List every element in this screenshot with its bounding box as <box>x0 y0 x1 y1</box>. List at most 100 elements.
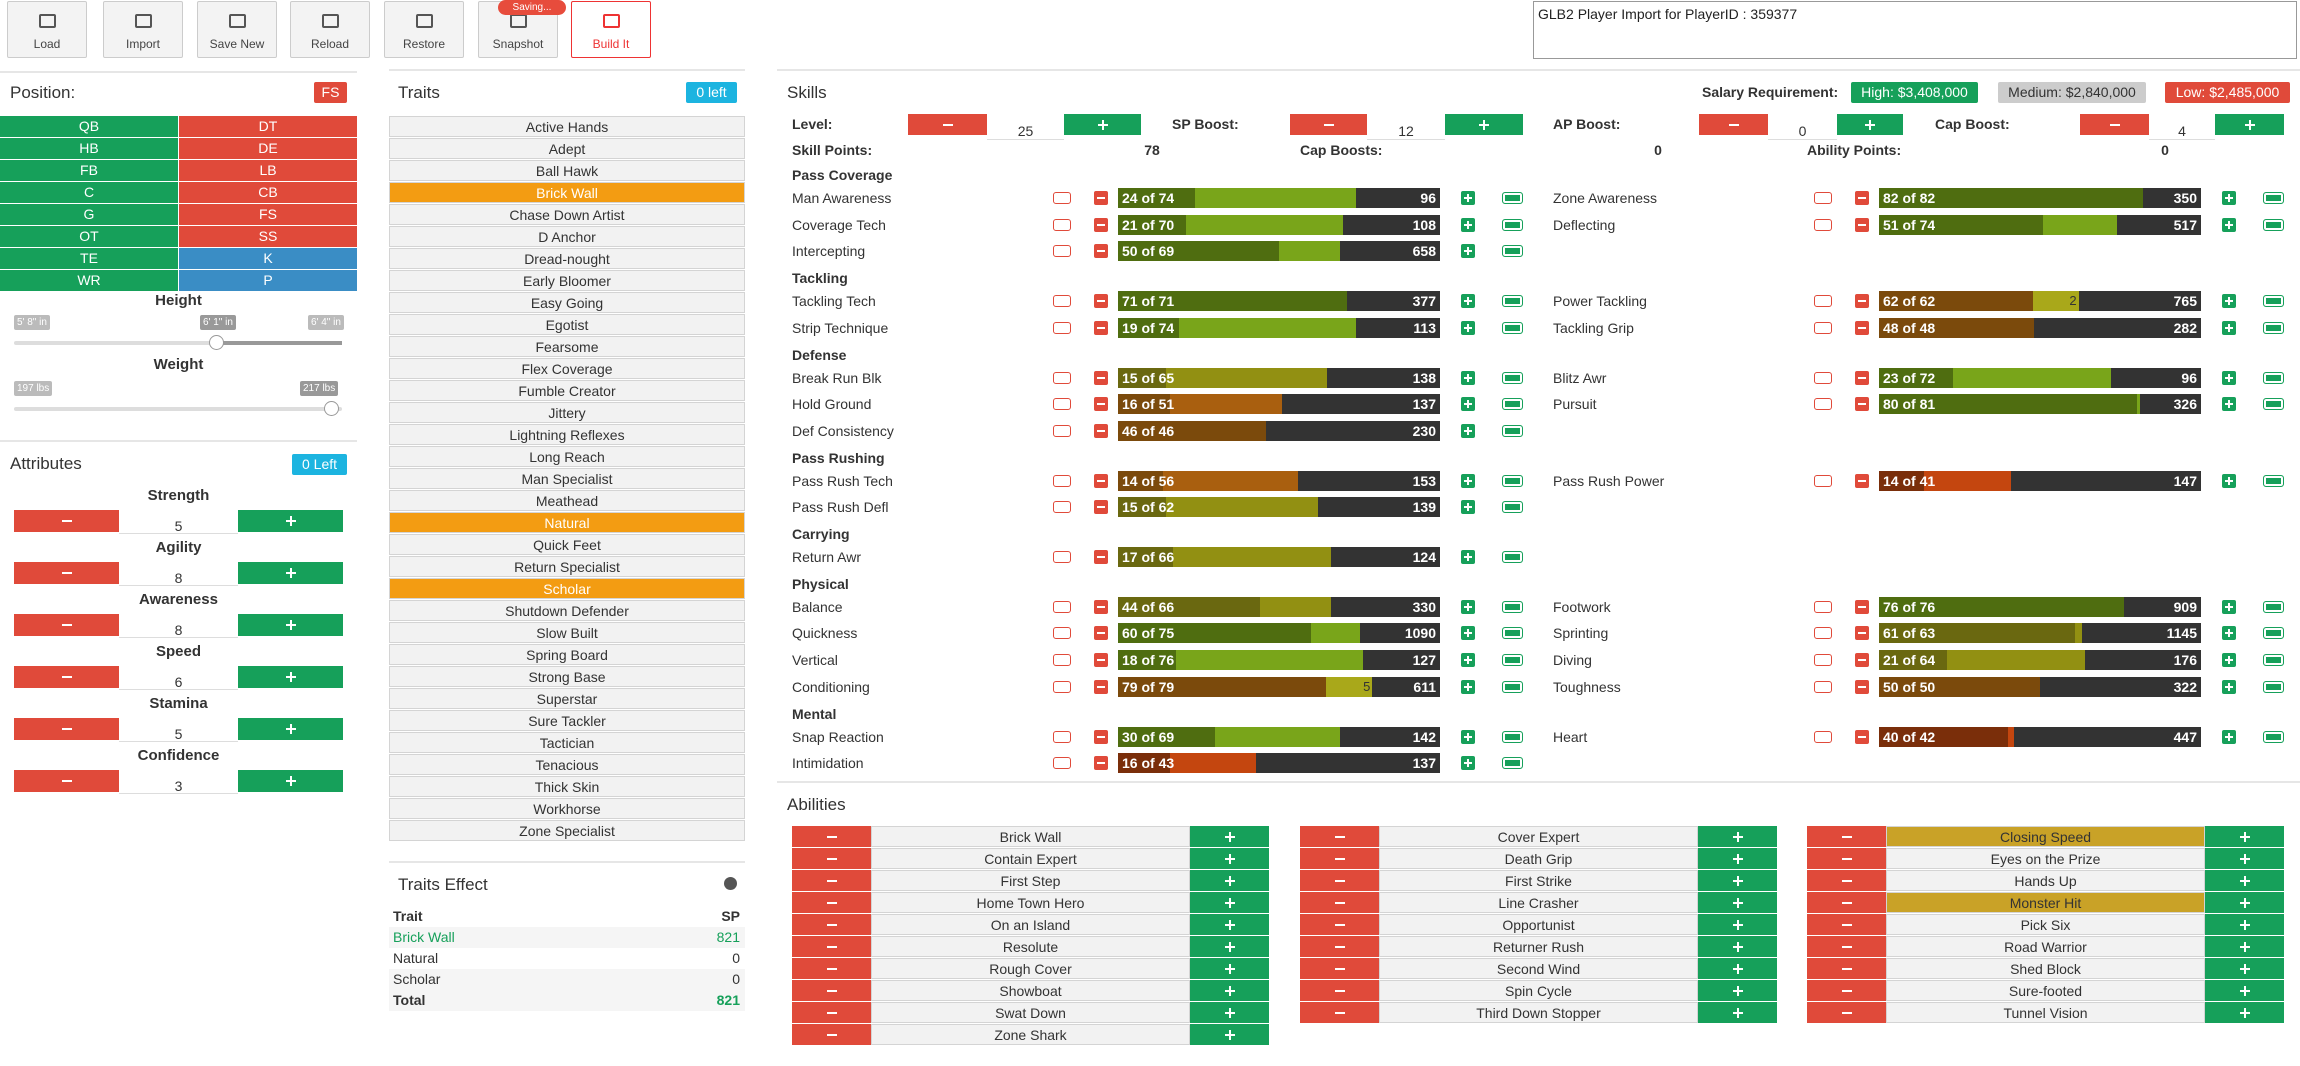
minus-button[interactable] <box>1300 892 1379 913</box>
reset-icon[interactable] <box>1814 192 1832 204</box>
trait-option[interactable]: Egotist <box>389 314 745 335</box>
minus-button[interactable] <box>1855 473 1869 488</box>
minus-button[interactable] <box>14 718 119 740</box>
plus-button[interactable] <box>1461 217 1475 232</box>
max-toggle[interactable] <box>1502 398 1523 411</box>
ability-name[interactable]: Sure-footed <box>1886 980 2205 1001</box>
minus-button[interactable] <box>1094 756 1108 771</box>
reset-icon[interactable] <box>1814 730 1832 743</box>
ability-name[interactable]: Eyes on the Prize <box>1886 848 2205 869</box>
minus-button[interactable] <box>1807 892 1886 913</box>
reset-icon[interactable] <box>1053 654 1071 667</box>
plus-button[interactable] <box>1190 914 1269 935</box>
minus-button[interactable] <box>1807 826 1886 847</box>
position-button[interactable]: LB <box>179 160 357 181</box>
reset-icon[interactable] <box>1053 474 1071 487</box>
position-button[interactable]: HB <box>0 138 178 159</box>
ability-name[interactable]: First Step <box>871 870 1190 891</box>
plus-button[interactable] <box>1190 826 1269 847</box>
plus-button[interactable] <box>1461 599 1475 614</box>
plus-button[interactable] <box>238 562 343 584</box>
plus-button[interactable] <box>1837 114 1903 135</box>
trait-option[interactable]: Tactician <box>389 732 745 753</box>
minus-button[interactable] <box>1094 397 1108 412</box>
minus-button[interactable] <box>1094 423 1108 438</box>
ability-name[interactable]: Rough Cover <box>871 958 1190 979</box>
minus-button[interactable] <box>1855 599 1869 614</box>
ability-name[interactable]: On an Island <box>871 914 1190 935</box>
plus-button[interactable] <box>238 770 343 792</box>
plus-button[interactable] <box>2222 679 2236 694</box>
ability-name[interactable]: Brick Wall <box>871 826 1190 847</box>
reset-icon[interactable] <box>1814 474 1832 487</box>
minus-button[interactable] <box>1807 980 1886 1001</box>
plus-button[interactable] <box>238 666 343 688</box>
plus-button[interactable] <box>2205 936 2284 957</box>
max-toggle[interactable] <box>1502 730 1523 743</box>
ability-name[interactable]: Shed Block <box>1886 958 2205 979</box>
plus-button[interactable] <box>1190 848 1269 869</box>
max-toggle[interactable] <box>1502 654 1523 667</box>
plus-button[interactable] <box>1064 114 1141 135</box>
reset-icon[interactable] <box>1053 600 1071 613</box>
plus-button[interactable] <box>1445 114 1523 135</box>
ability-name[interactable]: Contain Expert <box>871 848 1190 869</box>
trait-option[interactable]: Return Specialist <box>389 556 745 577</box>
plus-button[interactable] <box>2205 980 2284 1001</box>
position-button[interactable]: DE <box>179 138 357 159</box>
max-toggle[interactable] <box>2263 680 2284 693</box>
reset-icon[interactable] <box>1053 192 1071 204</box>
plus-button[interactable] <box>1698 848 1777 869</box>
minus-button[interactable] <box>1094 473 1108 488</box>
plus-button[interactable] <box>1698 914 1777 935</box>
minus-button[interactable] <box>1094 217 1108 232</box>
reset-icon[interactable] <box>1814 600 1832 613</box>
trait-option[interactable]: D Anchor <box>389 226 745 247</box>
reset-icon[interactable] <box>1814 654 1832 667</box>
trait-option[interactable]: Workhorse <box>389 798 745 819</box>
minus-button[interactable] <box>1807 958 1886 979</box>
plus-button[interactable] <box>1461 473 1475 488</box>
position-button[interactable]: C <box>0 182 178 203</box>
minus-button[interactable] <box>1094 320 1108 335</box>
minus-button[interactable] <box>1855 370 1869 385</box>
plus-button[interactable] <box>1698 958 1777 979</box>
ability-name[interactable]: Third Down Stopper <box>1379 1002 1698 1023</box>
plus-button[interactable] <box>1461 756 1475 771</box>
slider-thumb[interactable] <box>209 335 224 350</box>
trait-option[interactable]: Spring Board <box>389 644 745 665</box>
ability-name[interactable]: Cover Expert <box>1379 826 1698 847</box>
max-toggle[interactable] <box>1502 600 1523 613</box>
max-toggle[interactable] <box>1502 295 1523 308</box>
minus-button[interactable] <box>1807 914 1886 935</box>
reset-icon[interactable] <box>1814 680 1832 693</box>
ability-name[interactable]: Showboat <box>871 980 1190 1001</box>
max-toggle[interactable] <box>1502 245 1523 258</box>
max-toggle[interactable] <box>1502 680 1523 693</box>
minus-button[interactable] <box>1094 626 1108 641</box>
minus-button[interactable] <box>1094 500 1108 515</box>
trait-option[interactable]: Slow Built <box>389 622 745 643</box>
max-toggle[interactable] <box>1502 192 1523 204</box>
minus-button[interactable] <box>14 770 119 792</box>
plus-button[interactable] <box>238 614 343 636</box>
minus-button[interactable] <box>1094 599 1108 614</box>
trait-option[interactable]: Fumble Creator <box>389 380 745 401</box>
ability-name[interactable]: Closing Speed <box>1886 826 2205 847</box>
reset-icon[interactable] <box>1053 627 1071 640</box>
minus-button[interactable] <box>1855 653 1869 668</box>
plus-button[interactable] <box>2205 826 2284 847</box>
minus-button[interactable] <box>1094 653 1108 668</box>
max-toggle[interactable] <box>1502 627 1523 640</box>
max-toggle[interactable] <box>2263 474 2284 487</box>
minus-button[interactable] <box>1094 729 1108 744</box>
position-button[interactable]: QB <box>0 116 178 137</box>
trait-option[interactable]: Ball Hawk <box>389 160 745 181</box>
minus-button[interactable] <box>792 892 871 913</box>
toolbar-button[interactable]: Restore <box>384 1 464 58</box>
minus-button[interactable] <box>14 666 119 688</box>
plus-button[interactable] <box>1461 653 1475 668</box>
ability-name[interactable]: Pick Six <box>1886 914 2205 935</box>
trait-option[interactable]: Thick Skin <box>389 776 745 797</box>
trait-option[interactable]: Sure Tackler <box>389 710 745 731</box>
